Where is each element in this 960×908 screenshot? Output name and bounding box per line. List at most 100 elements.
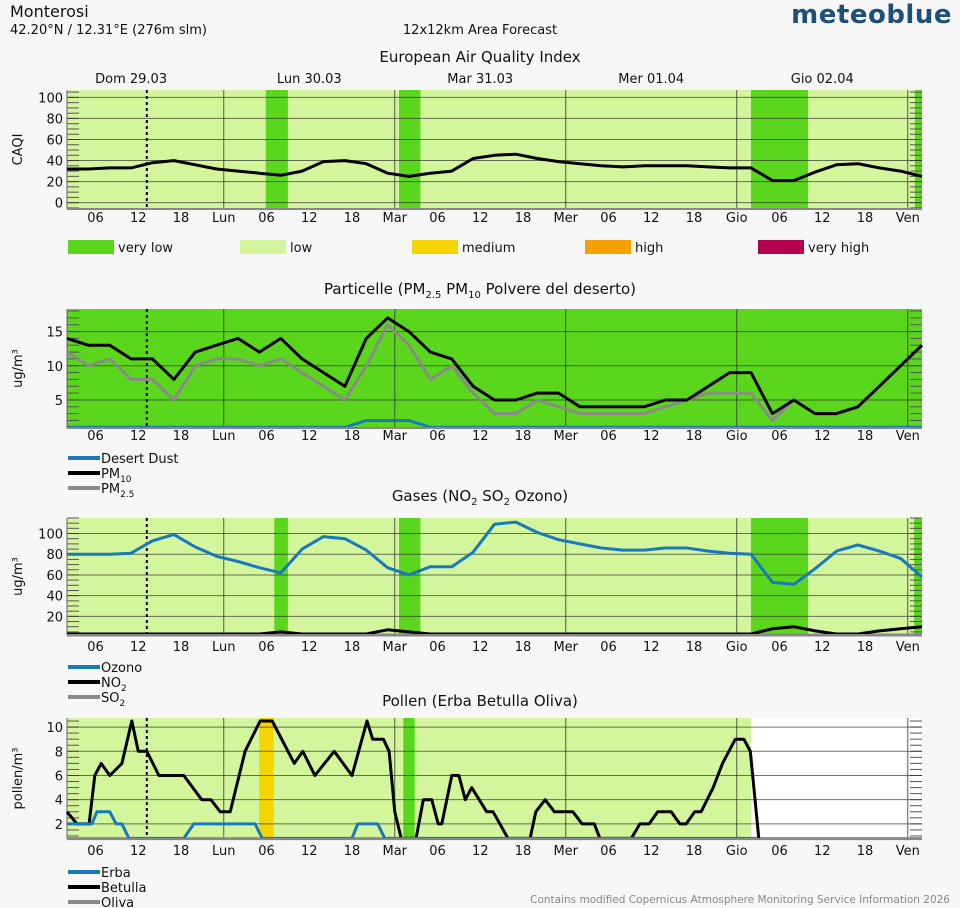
location-name: Monterosi [10,2,89,21]
caqi-legend-swatch [585,240,631,254]
day-header: Mar 31.03 [447,72,513,87]
x-tick-label: 06 [771,429,788,444]
y-tick-label: 4 [55,794,63,809]
legend-label: Oliva [101,896,134,908]
x-tick-label: 06 [771,844,788,859]
x-tick-label: 12 [130,844,147,859]
gases-chart: Gases (NO2 SO2 Ozono) 20 40 60 80 100 06 12 18 Lu… [11,487,923,709]
series-line-betulla [65,719,761,840]
forecast-area-label: 12x12km Area Forecast [402,23,558,38]
legend-label: PM10 [101,467,132,485]
x-tick-label: Lun [212,640,236,655]
y-axis-label: ug/m³ [11,557,26,596]
day-header: Lun 30.03 [277,72,342,87]
caqi-legend-swatch [240,240,286,254]
level-band [914,518,922,635]
x-tick-label: 18 [344,844,361,859]
day-header: Mer 01.04 [618,72,684,87]
pollen-chart: Pollen (Erba Betulla Oliva) 2 4 6 8 10 06 12 18 L… [11,692,922,908]
x-tick-label: 12 [130,640,147,655]
x-tick-label: 18 [344,429,361,444]
x-tick-label: 06 [429,211,446,226]
series-line-ozono [67,520,923,586]
x-tick-label: 12 [814,844,831,859]
level-band [274,518,288,635]
x-tick-label: Ven [896,429,920,444]
level-band [399,518,421,635]
y-tick-label: 40 [46,590,63,605]
series-line-erba [67,810,759,840]
y-tick-label: 60 [46,569,63,584]
x-tick-label: 06 [771,640,788,655]
x-tick-label: 18 [344,640,361,655]
x-tick-label: 06 [87,844,104,859]
legend-label: Desert Dust [101,452,178,467]
y-axis-label: ug/m³ [11,349,26,388]
caqi-legend-label: low [290,241,313,256]
attribution-footer: Contains modified Copernicus Atmosphere … [530,894,950,906]
x-tick-label: 12 [814,640,831,655]
x-tick-label: 06 [258,844,275,859]
x-tick-label: 06 [429,844,446,859]
x-tick-label: Mer [553,429,578,444]
level-band [751,518,808,635]
x-tick-label: 18 [173,211,190,226]
x-tick-label: 12 [814,211,831,226]
location-coordinates: 42.20°N / 12.31°E (276m slm) [10,23,207,38]
x-tick-label: 12 [130,429,147,444]
x-tick-label: Mer [553,844,578,859]
x-tick-label: Mer [553,211,578,226]
x-tick-label: 12 [472,844,489,859]
y-tick-label: 15 [46,326,63,341]
y-tick-label: 8 [55,745,63,760]
meteoblue-logo[interactable]: meteoblue [791,0,952,30]
x-tick-label: 18 [173,640,190,655]
x-tick-label: 12 [814,429,831,444]
legend-label: SO2 [101,691,125,709]
level-band [914,90,922,209]
day-header: Gio 02.04 [791,72,854,87]
x-tick-label: 18 [515,429,532,444]
x-tick-label: 18 [515,211,532,226]
level-band [265,90,288,209]
level-band [259,718,274,839]
series-line-pm10 [66,316,924,416]
level-band [751,90,808,209]
legend-label: Erba [101,866,131,881]
y-axis-label: pollen/m³ [11,748,26,810]
x-tick-label: 06 [87,429,104,444]
x-tick-label: 12 [472,211,489,226]
x-tick-label: 06 [600,844,617,859]
caqi-legend-swatch [758,240,804,254]
y-tick-label: 20 [46,610,63,625]
x-tick-label: 06 [771,211,788,226]
x-tick-label: 18 [857,844,874,859]
y-tick-label: 80 [46,112,63,127]
x-tick-label: 12 [472,429,489,444]
legend-label: Ozono [101,661,142,676]
caqi-legend-label: high [635,241,663,256]
y-tick-label: 5 [55,394,63,409]
x-tick-label: 12 [643,640,660,655]
level-band [403,718,415,839]
chart-title: European Air Quality Index [379,48,580,66]
y-tick-label: 10 [46,360,63,375]
y-tick-label: 10 [46,721,63,736]
x-tick-label: 12 [643,429,660,444]
y-tick-label: 100 [38,91,63,106]
x-tick-label: Lun [212,429,236,444]
x-tick-label: 06 [87,640,104,655]
y-tick-label: 6 [55,769,63,784]
y-axis-label: CAQI [11,134,26,166]
legend-label: NO2 [101,676,127,694]
y-tick-label: 40 [46,155,63,170]
x-tick-label: Mar [382,640,407,655]
x-tick-label: 18 [857,429,874,444]
caqi-legend-label: very low [118,241,173,256]
chart-title: Particelle (PM2.5 PM10 Polvere del deser… [324,280,636,301]
x-tick-label: 06 [87,211,104,226]
x-tick-label: 18 [173,844,190,859]
x-tick-label: Ven [896,640,920,655]
x-tick-label: Ven [896,211,920,226]
caqi-legend-swatch [412,240,458,254]
